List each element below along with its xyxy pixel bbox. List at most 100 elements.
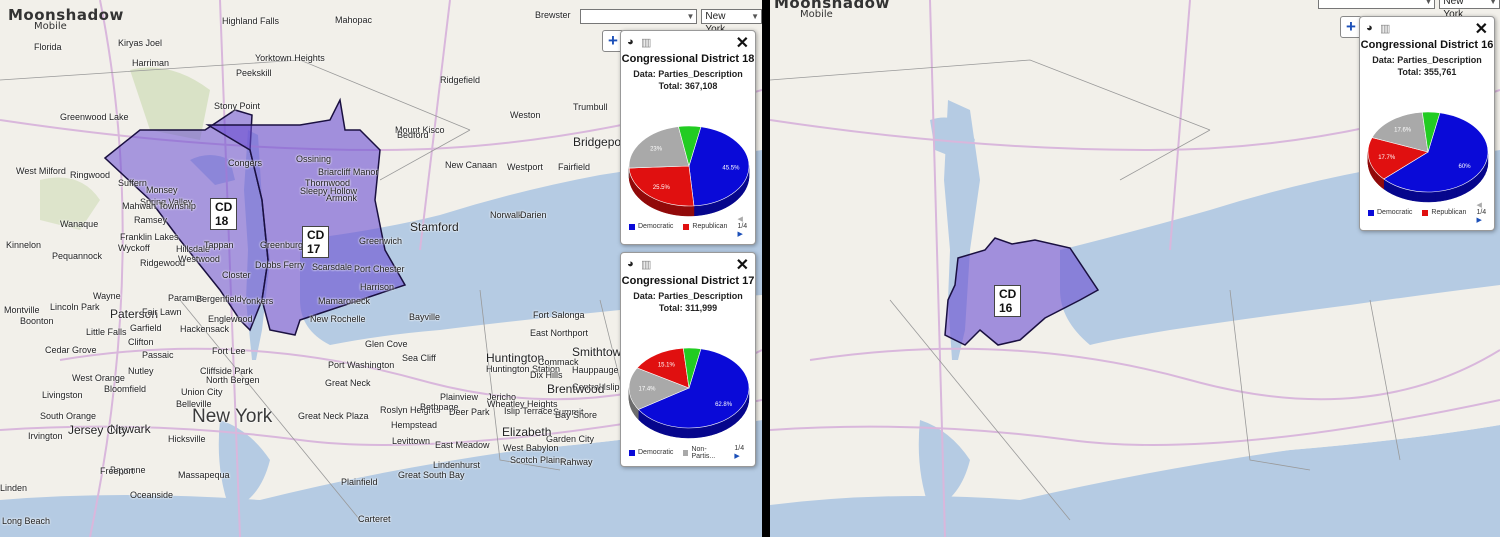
pie-slice[interactable] (1367, 137, 1429, 180)
popup-data-line: Data: Parties_Description (633, 291, 743, 301)
pie-slice-side (1401, 187, 1408, 200)
legend-item: Non-Partis... (683, 446, 724, 460)
pie-chart-icon[interactable]: ◕ (627, 258, 634, 270)
place-label: Greenburgh (260, 240, 309, 250)
pie-slice[interactable] (1421, 111, 1441, 153)
park-area (130, 67, 210, 140)
harbor (218, 420, 270, 510)
map-panel-right[interactable]: HamdenDanburyHighland FallsBrewsterLake … (770, 0, 1500, 537)
legend-pager[interactable]: 1/4 ▶ (734, 445, 745, 460)
cd-16-district[interactable] (944, 237, 1100, 346)
pie-slice[interactable] (637, 348, 750, 429)
pie-slice-side (649, 195, 652, 208)
pie-slice-side (656, 199, 660, 212)
place-label: Greenwood Lake (60, 112, 129, 122)
place-label: Roslyn Heights (380, 405, 441, 415)
place-label: Yorktown Heights (255, 53, 325, 63)
pie-slice[interactable] (1371, 111, 1429, 153)
map-panel-left[interactable]: Florida Kiryas Joel Harriman Highland Falls… (0, 0, 762, 537)
pie-slice[interactable] (678, 125, 702, 168)
pie-slice-side (706, 202, 711, 215)
haverstraw-bay (930, 117, 975, 160)
place-label: Mamaroneck (318, 296, 371, 306)
pie-slice-side (674, 204, 678, 216)
pie-slice-label: 15.1% (658, 362, 676, 368)
pie-slice[interactable] (628, 165, 695, 207)
district-label[interactable]: CD 17 (302, 226, 330, 258)
zoom-in-button[interactable]: + (602, 30, 624, 52)
state-dropdown[interactable]: New York (701, 9, 762, 35)
place-label: West Babylon (503, 443, 559, 453)
pie-slice[interactable] (628, 126, 690, 169)
place-label: Weston (510, 110, 541, 120)
state-dropdown[interactable]: New York (1439, 0, 1500, 20)
place-label: Peekskill (236, 68, 272, 78)
layer-dropdown[interactable] (1318, 0, 1436, 9)
close-icon[interactable]: ✕ (1474, 21, 1488, 38)
legend-item: Democratic (1368, 209, 1412, 216)
legend-pager[interactable]: ◀ 1/4 ▶ (1476, 202, 1487, 224)
legend-swatch (683, 449, 689, 456)
pie-slice-side (681, 427, 689, 439)
close-icon[interactable]: ✕ (735, 257, 749, 274)
bar-chart-icon[interactable]: ▥ (641, 259, 652, 271)
pie-slice[interactable] (636, 347, 690, 389)
place-label: Stony Point (214, 101, 261, 111)
place-label: Lindenhurst (433, 460, 481, 470)
place-label: Nutley (128, 366, 154, 376)
layer-dropdown[interactable] (580, 9, 698, 24)
legend-label: Non-Partis... (691, 445, 716, 460)
brand-line2: Mobile (34, 21, 67, 32)
pie-slice-side (670, 203, 673, 215)
district-17-popup[interactable]: ◕ ▥ ✕ Congressional District 17 Data: Pa… (620, 252, 756, 467)
pie-slice-label: 17.7% (1378, 155, 1396, 161)
cd-17-district[interactable] (205, 97, 407, 336)
legend-pager[interactable]: ◀ 1/4 ▶ (737, 216, 748, 238)
place-label: Bloomfield (104, 384, 147, 394)
place-label: Long Beach (2, 516, 51, 526)
pie-slice-side (670, 425, 677, 438)
place-label: Sleepy Hollow (300, 186, 358, 196)
place-label: South Orange (40, 411, 97, 421)
close-icon[interactable]: ✕ (735, 35, 749, 52)
place-label: East Northport (530, 328, 589, 338)
district-label[interactable]: CD 18 (210, 198, 238, 230)
place-label: Wheatley Heights (487, 399, 558, 409)
legend-item: Democratic (629, 223, 673, 230)
pie-slice-side (718, 199, 723, 212)
place-label: Hicksville (168, 434, 206, 444)
place-label: Livingston (42, 390, 83, 400)
pie-slice-side (702, 203, 707, 216)
pie-slice-side (697, 204, 703, 216)
chart-legend: Democratic Non-Partis... 1/4 ▶ (629, 445, 749, 460)
map-toolbar: New York (1318, 0, 1500, 20)
popup-data-line: Data: Parties_Description (633, 69, 743, 79)
pie-chart-icon[interactable]: ◕ (627, 36, 634, 48)
district-18-popup[interactable]: ◕ ▥ ✕ Congressional District 18 Data: Pa… (620, 30, 756, 245)
legend-label: Republican (692, 223, 728, 230)
place-label: Stamford (410, 220, 459, 234)
place-label: Bethpage (420, 402, 459, 412)
pie-slice[interactable] (628, 367, 690, 410)
brand-line1: Moonshadow (8, 6, 124, 24)
pie-slice[interactable] (688, 126, 750, 207)
bar-chart-icon[interactable]: ▥ (1380, 23, 1391, 35)
district-16-popup[interactable]: ◕ ▥ ✕ Congressional District 16 Data: Pa… (1359, 16, 1495, 231)
place-label: Fort Lee (212, 346, 246, 356)
pie-chart-icon[interactable]: ◕ (1366, 22, 1373, 34)
bar-chart-icon[interactable]: ▥ (641, 37, 652, 49)
place-label: Highland Falls (222, 16, 280, 26)
place-label: Garden City (546, 434, 595, 444)
park-area (40, 177, 100, 230)
place-label: West Milford (16, 166, 66, 176)
place-label: Bedford (397, 130, 429, 140)
pie-slice-side (651, 196, 654, 209)
pie-slice-side (665, 202, 669, 214)
pie-slice[interactable] (682, 347, 702, 389)
place-label: Scotch Plains (510, 455, 565, 465)
pie-slice[interactable] (1383, 112, 1489, 193)
atlantic-ocean (0, 420, 762, 537)
district-label[interactable]: CD 16 (994, 285, 1022, 317)
county-lines (770, 59, 1401, 521)
place-label: Paramus (168, 293, 205, 303)
